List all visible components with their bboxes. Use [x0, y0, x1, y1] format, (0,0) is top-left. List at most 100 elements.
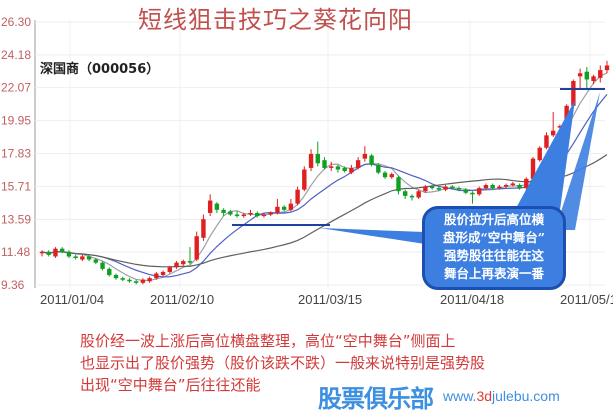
candle-body	[591, 76, 596, 81]
candle-body	[39, 251, 45, 254]
y-tick-label: 19.95	[1, 114, 31, 128]
candle-body	[315, 153, 320, 164]
candle-body	[147, 278, 152, 282]
candle-body	[167, 267, 172, 272]
chart-title: 短线狙击技巧之葵花向阳	[138, 6, 413, 34]
candle-body	[73, 256, 78, 258]
stock-label: 深国商（000056）	[40, 62, 160, 77]
candle-body	[201, 219, 206, 238]
candle-body	[268, 212, 273, 215]
candle-body	[281, 206, 287, 210]
candle-body	[120, 278, 125, 280]
candle-body	[80, 256, 85, 260]
candle-body	[355, 160, 361, 168]
candle-body	[604, 65, 610, 71]
x-tick-label: 2011/03/15	[298, 292, 362, 307]
candle-body	[174, 262, 179, 268]
candle-body	[530, 158, 536, 179]
callout-line: 舞台上再表演一番	[443, 266, 544, 281]
candle-body	[490, 185, 495, 189]
candle-body	[194, 236, 199, 260]
candle-body	[369, 155, 374, 165]
candle-body	[550, 130, 556, 136]
explanation-note: 股价经一波上涨后高位横盘整理，高位“空中舞台”侧面上 也显示出了股价强势（股价该…	[80, 330, 605, 396]
candle-body	[255, 212, 260, 217]
y-tick-label: 17.83	[1, 147, 31, 161]
watermark-logo: 股票俱乐部	[318, 384, 434, 413]
url-part: julebu.com	[492, 388, 560, 404]
callout-pointer	[555, 92, 600, 230]
candle-body	[577, 73, 583, 77]
y-tick-label: 24.18	[1, 48, 31, 62]
candle-body	[376, 164, 381, 173]
candle-body	[564, 105, 569, 125]
candle-body	[127, 279, 132, 282]
x-tick-label: 2011/01/04	[40, 292, 104, 307]
candle-body	[456, 188, 462, 190]
candle-body	[288, 203, 294, 210]
callout-line: 股价拉升后高位横	[443, 212, 544, 227]
candle-body	[537, 147, 542, 161]
url-part: 3d	[476, 388, 493, 404]
candle-body	[107, 268, 112, 276]
candle-body	[329, 166, 334, 168]
candle-body	[584, 71, 590, 80]
y-tick-label: 13.59	[1, 212, 31, 226]
x-tick-label: 2011/02/10	[150, 292, 214, 307]
callout-pointer	[320, 228, 425, 244]
candle-body	[497, 186, 502, 189]
candle-body	[160, 271, 166, 276]
candle-body	[389, 174, 394, 178]
candle-body	[443, 186, 448, 190]
candle-body	[335, 166, 341, 170]
candle-body	[275, 206, 280, 213]
candle-body	[187, 261, 193, 263]
candle-body	[133, 281, 139, 283]
candle-body	[261, 214, 267, 217]
candle-body	[517, 185, 522, 189]
candle-body	[86, 256, 92, 260]
candle-body	[409, 195, 415, 198]
note-line: 股价经一波上涨后高位横盘整理，高位“空中舞台”侧面上	[80, 332, 456, 350]
y-tick-label: 15.71	[1, 179, 31, 193]
candle-body	[524, 178, 529, 189]
candle-body	[221, 209, 226, 213]
candle-body	[463, 189, 468, 193]
candle-body	[450, 186, 455, 189]
candle-body	[429, 186, 435, 189]
candle-body	[416, 191, 421, 198]
candle-body	[503, 185, 509, 187]
candle-body	[93, 259, 99, 263]
candle-body	[295, 189, 300, 204]
candle-body	[436, 188, 442, 190]
note-line: 也显示出了股价强势（股价该跌不跌）一般来说特别是强势股	[80, 354, 486, 372]
candle-body	[544, 135, 549, 148]
candle-body	[483, 185, 489, 189]
candle-body	[557, 126, 563, 128]
candle-body	[214, 203, 220, 210]
candle-body	[349, 167, 354, 173]
y-tick-label: 9.36	[1, 278, 25, 292]
candle-body	[396, 177, 401, 192]
candle-body	[308, 153, 314, 168]
candle-body	[181, 261, 186, 265]
candle-body	[234, 214, 240, 217]
candle-body	[571, 80, 576, 106]
candle-body	[140, 279, 146, 283]
candle-body	[66, 251, 72, 257]
y-tick-label: 26.30	[1, 15, 31, 29]
watermark: 股票俱乐部 www.3djulebu.com	[318, 380, 613, 413]
candle-body	[302, 169, 307, 190]
candle-body	[53, 248, 58, 257]
callout-line: 盘形成“空中舞台”	[443, 230, 545, 245]
candle-body	[403, 191, 408, 196]
x-tick-label: 2011/05/1	[560, 292, 613, 307]
watermark-url: www.3djulebu.com	[443, 388, 560, 404]
candle-body	[241, 214, 246, 217]
candle-body	[59, 248, 65, 252]
candle-body	[46, 251, 51, 255]
candle-body	[113, 275, 119, 279]
candle-body	[154, 273, 159, 279]
candle-body	[322, 160, 327, 168]
